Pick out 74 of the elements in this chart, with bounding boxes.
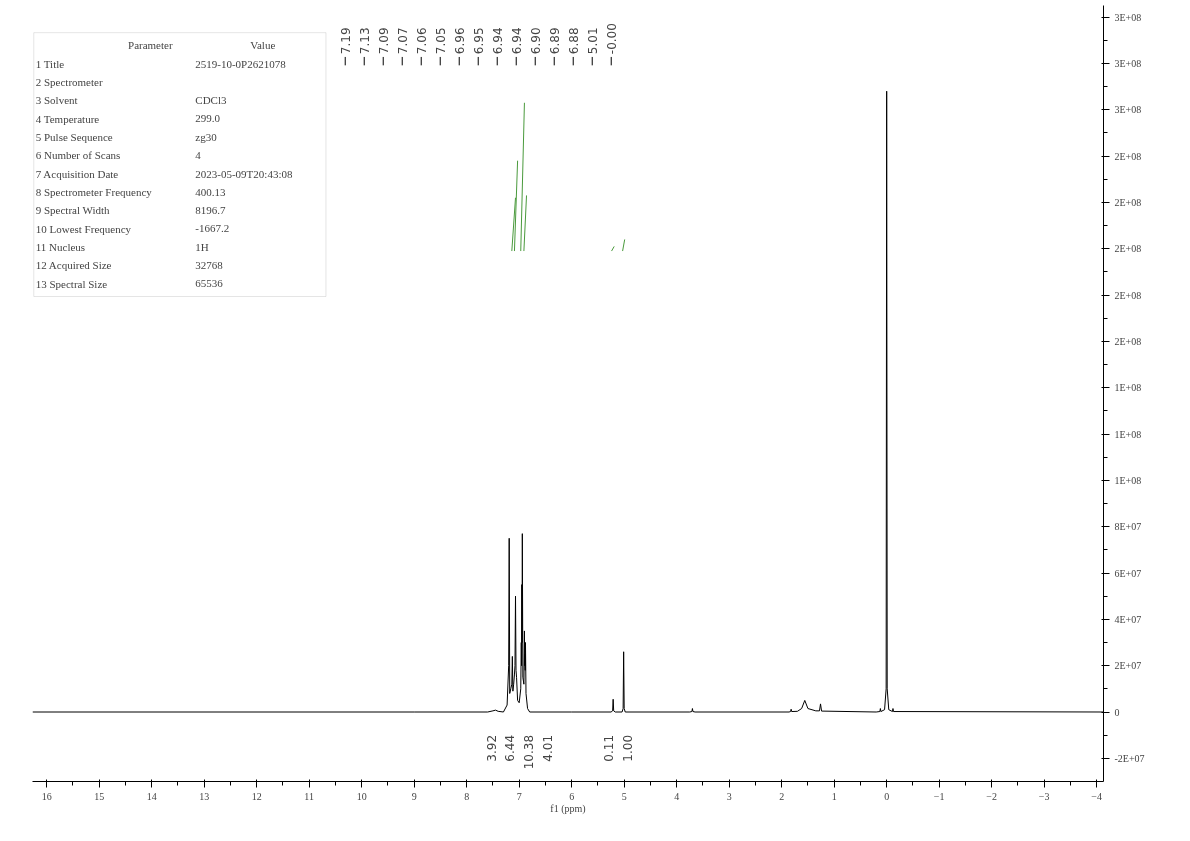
- annotation: 3.92: [484, 734, 499, 762]
- text: 13 Spectral Size 65536: [35, 277, 223, 290]
- text: 10 Lowest Frequency -1667.2: [35, 222, 230, 235]
- annotation: 6.95: [471, 27, 486, 55]
- annotation: 6.94: [490, 27, 505, 55]
- x-tick-label: 3: [726, 790, 732, 802]
- text: 1 Title 2519-10-0P2621078: [35, 57, 286, 70]
- annotation: 7.07: [395, 27, 410, 55]
- annotation: 7.06: [414, 27, 429, 55]
- x-tick-label: 7: [516, 790, 522, 802]
- y-tick-label: 2E+08: [1114, 150, 1142, 162]
- text: 12 Acquired Size 32768: [35, 258, 223, 272]
- x-tick-label: 12: [251, 790, 262, 802]
- annotation: 10.38: [522, 734, 537, 770]
- x-tick-label: 11: [304, 790, 314, 802]
- x-tick-label: 16: [41, 790, 52, 802]
- x-tick-label: 9: [411, 790, 417, 802]
- y-tick-label: 2E+08: [1114, 196, 1142, 208]
- y-tick-label: 1E+08: [1114, 382, 1142, 394]
- text: 11 Nucleus 1H: [35, 241, 209, 254]
- x-tick-label: 0: [884, 790, 890, 802]
- text: 3 Solvent CDCl3: [35, 94, 227, 107]
- x-tick-label: 13: [199, 790, 210, 802]
- text: 5 Pulse Sequence zg30: [35, 131, 217, 144]
- y-tick-label: 6E+07: [1114, 567, 1142, 579]
- x-tick-label: −2: [986, 790, 997, 802]
- annotation: 4.01: [541, 734, 556, 762]
- x-tick-label: 5: [621, 790, 627, 802]
- annotation: 6.94: [509, 27, 524, 55]
- y-tick-label: 0: [1114, 706, 1120, 718]
- x-tick-label: 2: [779, 790, 785, 802]
- x-tick-label: 14: [146, 790, 157, 802]
- annotation: 1.00: [621, 734, 636, 762]
- y-tick-label: 1E+08: [1114, 474, 1142, 486]
- y-tick-label: 4E+07: [1114, 613, 1142, 625]
- annotation: 6.88: [566, 27, 581, 55]
- x-tick-label: 4: [674, 790, 680, 802]
- annotation: 5.01: [585, 27, 600, 55]
- x-tick-label: 1: [831, 790, 837, 802]
- y-tick-label: 1E+08: [1114, 428, 1142, 440]
- annotation: 7.13: [357, 27, 372, 55]
- text: 8 Spectrometer Frequency 400.13: [35, 185, 226, 199]
- y-tick-label: 2E+08: [1114, 243, 1142, 255]
- text: 6 Number of Scans 4: [35, 148, 201, 162]
- x-tick-label: 6: [569, 790, 575, 802]
- y-tick-label: 3E+08: [1114, 104, 1142, 116]
- y-tick-label: 3E+08: [1114, 11, 1142, 23]
- x-tick-label: −4: [1091, 790, 1102, 802]
- x-tick-label: 15: [94, 790, 105, 802]
- y-tick-label: 2E+07: [1114, 660, 1142, 672]
- x-tick-label: −1: [933, 790, 945, 802]
- annotation: 7.05: [433, 27, 448, 55]
- text: Parameter Value: [128, 39, 276, 52]
- annotation: -0.00: [604, 23, 619, 55]
- y-tick-label: 8E+07: [1114, 521, 1142, 533]
- y-tick-label: 2E+08: [1114, 335, 1142, 347]
- annotation: 6.44: [503, 734, 518, 762]
- annotation: 7.19: [338, 27, 353, 55]
- text: 4 Temperature 299.0: [35, 112, 221, 125]
- y-tick-label: 3E+08: [1114, 57, 1142, 69]
- annotation: 0.11: [602, 734, 617, 762]
- annotation: 6.90: [528, 27, 543, 55]
- annotation: 2 Spectrometer: [35, 76, 103, 89]
- x-tick-label: 10: [356, 790, 367, 802]
- annotation: 6.96: [452, 27, 467, 55]
- x-tick-label: 8: [464, 790, 470, 802]
- y-tick-label: -2E+07: [1114, 752, 1145, 764]
- text: 7 Acquisition Date 2023-05-09T20:43:08: [35, 167, 293, 180]
- x-tick-label: −3: [1038, 790, 1050, 802]
- y-tick-label: 2E+08: [1114, 289, 1142, 301]
- text: 9 Spectral Width 8196.7: [35, 203, 226, 217]
- x-axis-title: f1 (ppm): [550, 802, 586, 815]
- annotation: 6.89: [547, 27, 562, 55]
- annotation: 7.09: [376, 27, 391, 55]
